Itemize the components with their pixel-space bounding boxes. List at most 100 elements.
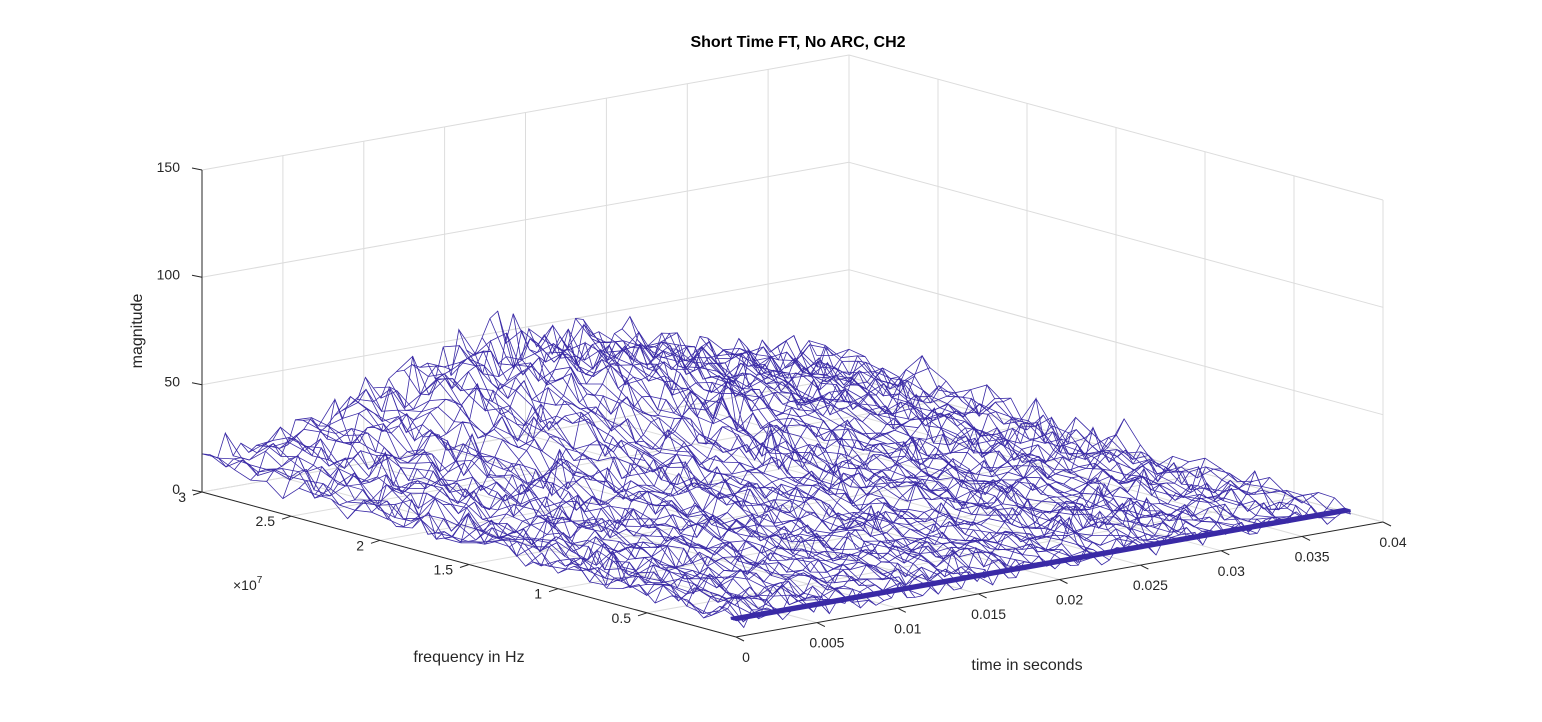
time-tick-mark	[978, 593, 987, 599]
magnitude-tick-mark	[191, 274, 203, 278]
frequency-tick-mark	[637, 612, 648, 617]
time-tick-label: 0.02	[1056, 592, 1083, 608]
mesh-frequency-line	[606, 466, 1222, 589]
mesh-frequency-line	[201, 310, 818, 459]
side-wall-grid-line	[848, 269, 1384, 416]
mesh-time-line	[652, 332, 1188, 541]
back-wall-grid-line	[201, 161, 850, 278]
mesh-time-line	[715, 350, 1250, 535]
mesh-time-line	[310, 419, 845, 604]
frequency-tick-mark	[192, 491, 203, 496]
mesh-time-line	[263, 426, 799, 612]
x-axis-label: time in seconds	[971, 657, 1082, 674]
mesh-time-line	[232, 450, 768, 614]
magnitude-tick-label: 50	[164, 374, 180, 390]
mesh-time-line	[816, 348, 1351, 515]
mesh-time-line	[543, 334, 1079, 566]
mesh-time-line	[224, 432, 760, 623]
mesh-frequency-line	[217, 323, 834, 468]
mesh-time-line	[621, 328, 1157, 556]
mesh-time-line	[528, 328, 1063, 567]
magnitude-tick-mark	[191, 382, 203, 386]
mesh-frequency-line	[396, 397, 1011, 528]
y-exponent-base: ×10	[233, 577, 257, 593]
mesh-time-line	[411, 364, 947, 584]
mesh-time-line	[614, 333, 1149, 548]
mesh-time-line	[256, 437, 791, 612]
chart-title: Short Time FT, No ARC, CH2	[690, 34, 905, 51]
mesh-time-line	[427, 361, 962, 589]
mesh-frequency-line	[541, 449, 1157, 567]
time-tick-label: 0.01	[894, 620, 921, 636]
mesh-time-line	[466, 349, 1001, 579]
mesh-frequency-line	[428, 406, 1044, 540]
mesh-time-line	[808, 340, 1343, 513]
mesh-frequency-line	[314, 354, 931, 495]
mesh-time-line	[365, 377, 900, 591]
mesh-time-line	[629, 316, 1165, 539]
time-tick-label: 0.005	[809, 635, 844, 651]
magnitude-tick-label: 100	[157, 266, 181, 282]
time-tick-label: 0.04	[1379, 534, 1406, 550]
mesh-frequency-line	[234, 330, 850, 477]
mesh-frequency-line	[735, 511, 1351, 629]
frequency-tick-label: 2	[356, 537, 364, 553]
mesh-frequency-line	[525, 444, 1141, 567]
mesh-time-line	[287, 428, 822, 606]
mesh-frequency-line	[574, 460, 1190, 583]
side-wall-grid-line	[848, 161, 1384, 308]
time-tick-label: 0	[742, 649, 750, 665]
mesh-time-line	[201, 453, 737, 619]
mesh-time-line	[754, 351, 1289, 518]
back-wall-grid-line	[201, 54, 850, 171]
mesh-time-line	[341, 401, 877, 606]
mesh-frequency-line	[493, 438, 1109, 558]
time-tick-label: 0.015	[971, 606, 1006, 622]
time-tick-label: 0.03	[1218, 563, 1245, 579]
mesh-time-line	[723, 347, 1258, 534]
time-tick-label: 0.035	[1295, 548, 1330, 564]
mesh-time-line	[489, 318, 1025, 571]
frequency-tick-label: 1	[534, 586, 542, 602]
axes-lines	[201, 170, 1384, 638]
mesh-frequency-line	[622, 465, 1238, 589]
z-axis-label: magnitude	[129, 294, 146, 369]
frequency-tick-mark	[548, 588, 559, 593]
mesh-time-line	[380, 390, 916, 598]
magnitude-tick-label: 150	[157, 159, 181, 175]
back-wall-grid-line	[201, 269, 850, 386]
mesh-frequency-line	[671, 469, 1287, 607]
tick-labels: 0 0.005 0.01 0.015 0.02 0.025 0.03 0.035 0.04 0.5…	[157, 159, 1407, 665]
mesh-frequency-line	[298, 363, 914, 499]
mesh-time-line	[333, 396, 869, 603]
frequency-tick-mark	[459, 564, 470, 568]
mesh-time-line	[271, 438, 807, 607]
frequency-tick-label: 0.5	[612, 610, 632, 626]
mesh-frequency-line	[347, 376, 963, 519]
mesh-time-line	[388, 378, 923, 596]
mesh-frequency-line	[444, 397, 1060, 543]
time-tick-mark	[1382, 521, 1392, 527]
mesh-time-line	[240, 442, 776, 620]
mesh-time-line	[606, 331, 1141, 547]
mesh-time-line	[349, 388, 885, 601]
mesh-time-line	[450, 350, 986, 571]
mesh-time-line	[443, 345, 978, 582]
mesh-frequency-line	[509, 418, 1125, 552]
time-tick-mark	[816, 622, 826, 628]
mesh-frequency-line	[282, 351, 898, 499]
time-tick-mark	[1140, 564, 1149, 570]
mesh-time-line	[505, 330, 1040, 570]
mesh-time-line	[326, 412, 861, 609]
mesh-time-line	[295, 417, 830, 614]
mesh-frequency-line	[460, 417, 1076, 544]
mesh-frequency-line	[477, 421, 1092, 546]
frequency-tick-mark	[370, 539, 381, 544]
y-axis-exponent: ×107	[233, 575, 263, 593]
mesh-surface	[201, 310, 1351, 629]
mesh-frequency-line	[590, 458, 1206, 587]
mesh-frequency-line	[250, 340, 866, 481]
mesh-frequency-line	[331, 378, 947, 506]
time-tick-mark	[1059, 579, 1068, 584]
